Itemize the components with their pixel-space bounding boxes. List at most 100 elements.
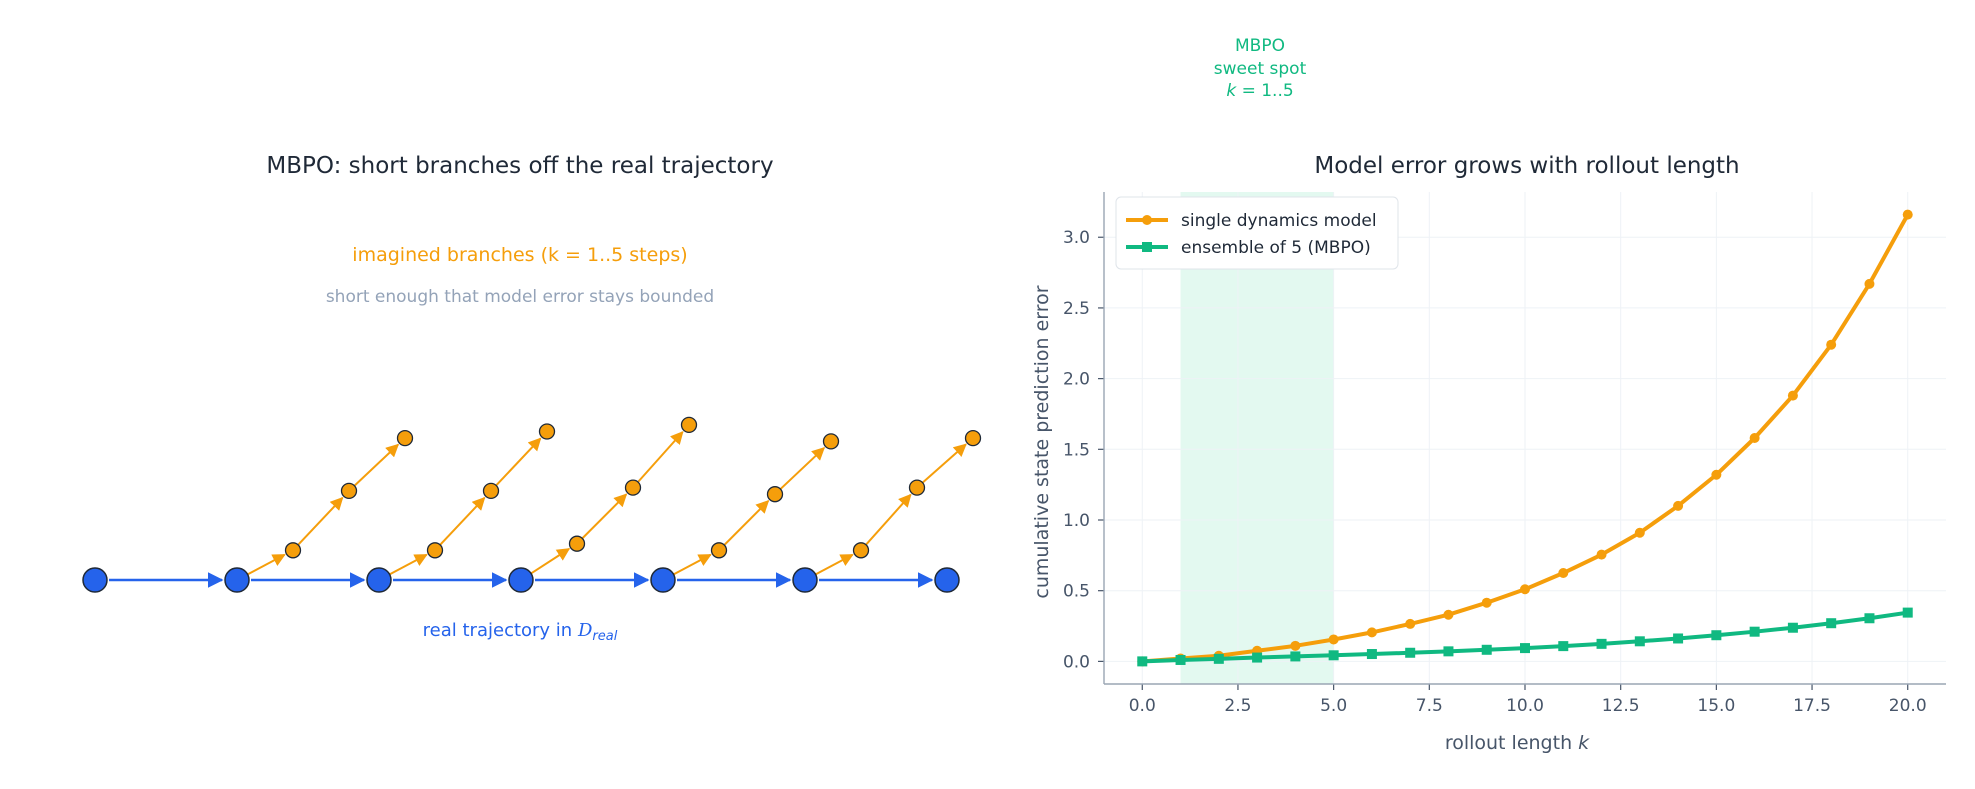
imagined-state-node [710, 542, 728, 559]
y-tick-label: 3.0 [1063, 228, 1090, 248]
imagined-branch-arrow [530, 548, 571, 575]
imagined-branch-arrow [723, 500, 770, 546]
imagined-branches-label: imagined branches (k = 1..5 steps) [352, 244, 687, 266]
x-tick-label: 20.0 [1889, 696, 1927, 716]
imagined-state-node [568, 535, 586, 552]
data-point-circle [1481, 597, 1492, 608]
trajectory-diagram-nodes [82, 416, 982, 593]
data-point-circle [1443, 609, 1454, 620]
series-ensemble [1137, 607, 1913, 667]
real-state-node [508, 567, 534, 593]
x-tick-label: 2.5 [1224, 696, 1251, 716]
x-tick-label: 10.0 [1506, 696, 1544, 716]
data-point-square [1252, 652, 1263, 663]
series-layer [1137, 209, 1913, 667]
legend-label-ensemble: ensemble of 5 (MBPO) [1181, 238, 1371, 258]
annotation-k-symbol: k [1226, 81, 1237, 101]
data-point-circle [1520, 584, 1530, 595]
y-tick-label: 1.5 [1063, 440, 1090, 460]
x-tick-label: 12.5 [1602, 696, 1640, 716]
sweet-spot-annotation: MBPO sweet spot k = 1..5 [1214, 36, 1307, 101]
y-axis-label: cumulative state prediction error [1031, 285, 1053, 598]
x-tick-label: 0.0 [1129, 696, 1156, 716]
real-state-node [224, 567, 250, 593]
data-point-square [1366, 649, 1377, 660]
data-point-square [1481, 644, 1492, 655]
data-point-circle [1673, 500, 1684, 511]
data-point-square [1864, 613, 1875, 624]
imagined-branch-arrow [581, 493, 628, 540]
annotation-line-1: MBPO [1235, 36, 1285, 56]
data-point-square [1290, 651, 1301, 662]
legend: single dynamics model ensemble of 5 (MBP… [1115, 196, 1399, 270]
real-state-node [650, 567, 676, 593]
x-axis-label-k: k [1578, 732, 1590, 754]
data-point-circle [1290, 640, 1301, 651]
data-point-circle [1902, 209, 1913, 220]
x-tick-label: 17.5 [1793, 696, 1831, 716]
imagined-state-node [482, 482, 500, 500]
x-tick-label: 5.0 [1320, 696, 1347, 716]
real-trajectory-label-math: D [577, 620, 593, 641]
y-tick-label: 0.0 [1063, 652, 1090, 672]
real-trajectory-label-subscript: real [592, 629, 617, 644]
data-point-square [1137, 656, 1148, 667]
data-point-square [1902, 607, 1913, 618]
data-point-square [1826, 618, 1837, 629]
data-point-circle [1634, 527, 1645, 538]
left-panel: MBPO: short branches off the real trajec… [82, 153, 982, 644]
data-point-circle [1749, 433, 1760, 443]
legend-label-single: single dynamics model [1181, 211, 1377, 231]
data-point-square [1520, 643, 1530, 654]
x-tick-label: 7.5 [1416, 696, 1443, 716]
imagined-state-node [852, 542, 870, 559]
data-point-circle [1596, 549, 1607, 560]
branch-note: short enough that model error stays boun… [326, 287, 714, 307]
legend-marker-single [1142, 215, 1152, 225]
data-point-square [1596, 638, 1607, 649]
x-tick-label: 15.0 [1697, 696, 1735, 716]
left-panel-title: MBPO: short branches off the real trajec… [266, 153, 773, 179]
imagined-branch-arrow [247, 553, 286, 576]
real-state-node [366, 567, 392, 593]
data-point-square [1175, 654, 1186, 665]
real-trajectory-label: real trajectory in Dreal [423, 620, 618, 644]
data-point-square [1787, 622, 1798, 633]
annotation-k-range: = 1..5 [1236, 81, 1294, 101]
real-state-node [792, 567, 818, 593]
data-point-square [1749, 626, 1760, 637]
imagined-branch-arrow [495, 437, 542, 487]
data-point-square [1405, 647, 1416, 658]
chart-title: Model error grows with rollout length [1314, 153, 1739, 179]
imagined-branch-arrow [673, 553, 712, 576]
imagined-branch-arrow [815, 553, 854, 576]
imagined-state-node [624, 479, 642, 496]
data-point-circle [1787, 390, 1798, 401]
right-panel: MBPO sweet spot k = 1..5 Model error gro… [1031, 36, 1946, 754]
data-point-square [1558, 641, 1569, 652]
y-tick-label: 0.5 [1063, 582, 1090, 602]
data-point-circle [1328, 634, 1339, 645]
data-point-circle [1558, 568, 1569, 579]
y-tick-label: 2.0 [1063, 370, 1090, 390]
imagined-branch-arrow [865, 493, 912, 546]
data-point-circle [1826, 339, 1837, 350]
data-point-square [1328, 650, 1339, 661]
data-point-square [1443, 646, 1454, 657]
x-axis-label: rollout length k [1445, 732, 1590, 754]
real-trajectory-label-text: real trajectory in [423, 620, 578, 641]
imagined-branch-arrow [637, 431, 684, 483]
imagined-branch-arrow [779, 447, 826, 490]
axes-layer: 0.0 2.5 5.0 7.5 10.0 12.5 15.0 17.5 20.0 0.0 0.5 1.… [1063, 192, 1946, 716]
imagined-state-node [538, 423, 556, 440]
imagined-state-node [680, 416, 698, 434]
annotation-line-2: sweet spot [1214, 59, 1307, 79]
legend-box [1115, 196, 1399, 270]
imagined-branch-arrow [389, 553, 428, 576]
data-point-circle [1711, 469, 1722, 480]
imagined-state-node [426, 542, 444, 559]
annotation-line-3: k = 1..5 [1226, 81, 1293, 101]
imagined-state-node [822, 433, 840, 450]
imagined-branch-arrow [439, 496, 486, 546]
